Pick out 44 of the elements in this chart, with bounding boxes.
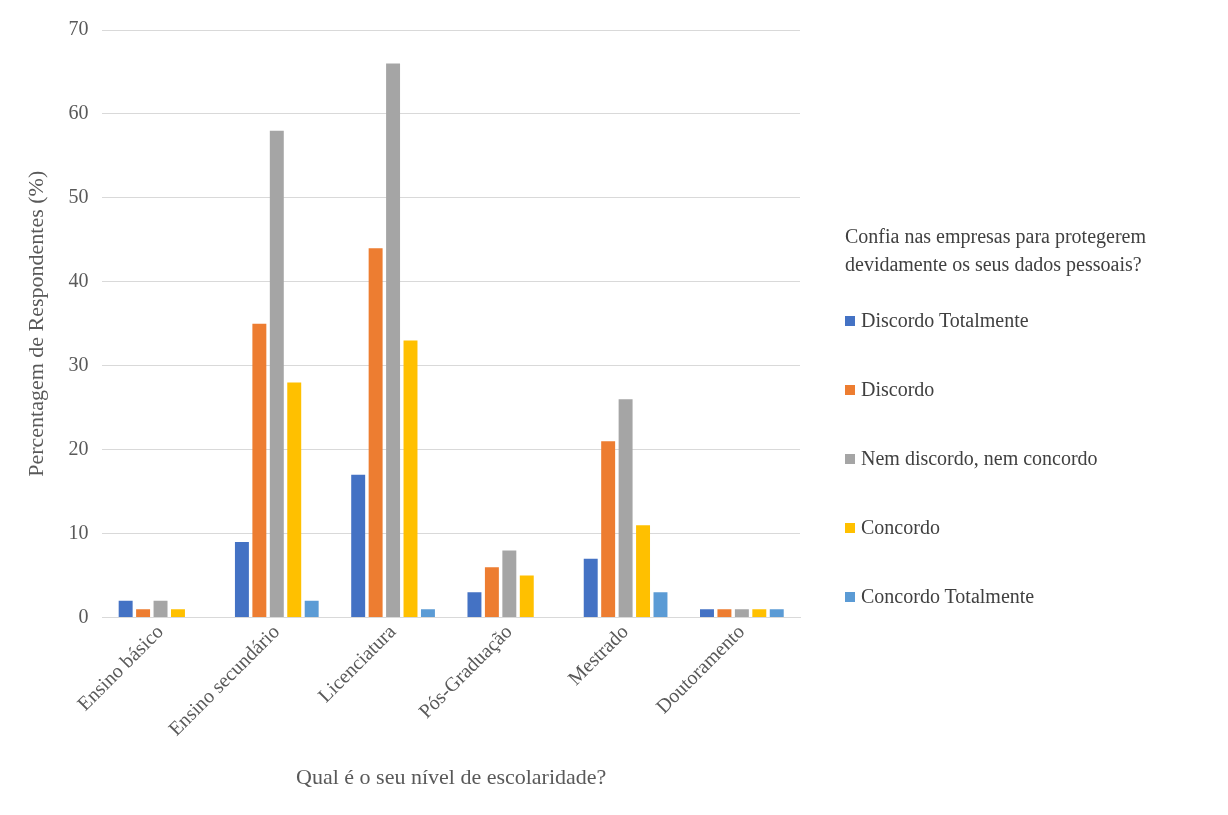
bar xyxy=(717,609,732,618)
y-tick-label: 70 xyxy=(68,17,89,40)
y-tick-label: 10 xyxy=(68,520,89,543)
bar xyxy=(118,600,133,618)
bar xyxy=(636,525,651,618)
bar xyxy=(769,609,784,618)
legend-label: Concordo Totalmente xyxy=(861,585,1035,608)
y-tick-label: 30 xyxy=(68,352,89,375)
legend-label: Nem discordo, nem concordo xyxy=(861,447,1098,470)
x-axis-title: Qual é o seu nível de escolaridade? xyxy=(296,763,607,789)
bar xyxy=(171,609,185,618)
y-tick-label: 60 xyxy=(68,101,89,124)
bar xyxy=(618,399,633,618)
y-axis-title: Percentagem de Respondentes (%) xyxy=(22,170,48,477)
bar xyxy=(484,567,499,618)
bar xyxy=(519,575,534,618)
bar xyxy=(304,600,319,618)
legend-label: Concordo xyxy=(861,516,940,539)
legend-title: Confia nas empresas para protegerem devidamente os seus dados pessoais? xyxy=(845,224,1147,278)
bar xyxy=(368,248,383,618)
bar xyxy=(252,323,267,618)
legend-label: Discordo xyxy=(861,378,935,401)
bar xyxy=(752,609,767,618)
bar xyxy=(420,609,435,618)
bar xyxy=(700,609,714,618)
bar xyxy=(583,558,598,618)
bar xyxy=(403,340,418,618)
y-tick-label: 50 xyxy=(68,185,89,208)
y-tick-label: 40 xyxy=(68,269,89,292)
bar xyxy=(136,609,151,618)
bar xyxy=(287,382,302,618)
bar xyxy=(386,63,401,618)
bar xyxy=(601,441,616,618)
bar xyxy=(734,609,749,618)
y-tick-label: 20 xyxy=(68,436,89,459)
bar xyxy=(269,130,284,618)
bar xyxy=(502,550,517,618)
y-tick-label: 0 xyxy=(78,604,89,627)
bar xyxy=(653,592,668,618)
legend-label: Discordo Totalmente xyxy=(861,309,1029,332)
bar xyxy=(153,600,168,618)
bar xyxy=(351,474,366,618)
bar xyxy=(234,542,249,618)
bar xyxy=(467,592,482,618)
